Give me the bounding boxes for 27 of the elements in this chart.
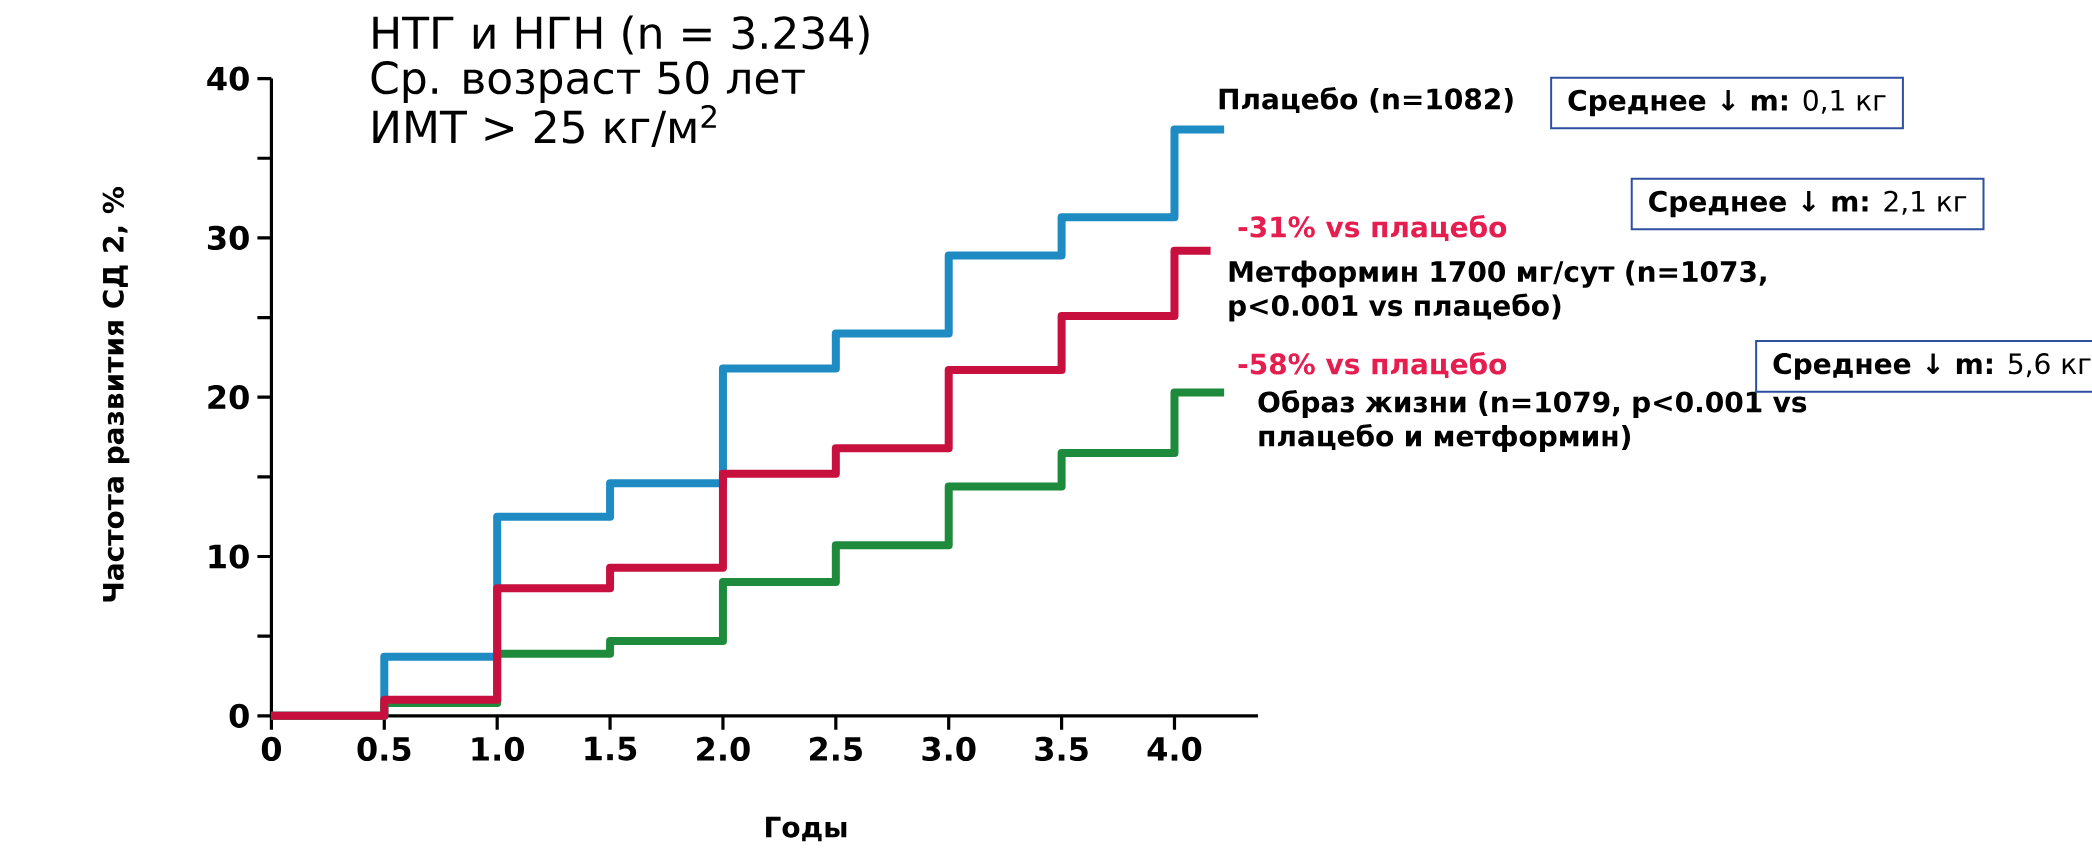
x-tick-label: 0.5 bbox=[357, 736, 411, 762]
series-label: Метформин 1700 мг/сут (n=1073, p<0.001 vs плацебо) bbox=[1229, 260, 1766, 322]
y-tick-label: 30 bbox=[207, 225, 249, 250]
annotation: -31% vs плацебо bbox=[1238, 214, 1507, 242]
y-tick-label: 0 bbox=[229, 703, 249, 728]
text: Среднее ↓ m: 2,1 кг bbox=[1649, 190, 1967, 218]
y-axis-title: Частота развития СД 2, % bbox=[102, 186, 130, 602]
y-tick-label: 20 bbox=[208, 385, 249, 410]
text: Среднее ↓ m: 5,6 кг bbox=[1773, 353, 2091, 380]
annotation: -58% vs плацебо bbox=[1238, 351, 1507, 379]
x-tick-label: 1.5 bbox=[585, 736, 637, 761]
text: Среднее ↓ m: 0,1 кг bbox=[1568, 89, 1886, 117]
y-tick-label: 10 bbox=[209, 544, 249, 569]
series-label: Образ жизни (n=1079, p<0.001 vs плацебо и метформин) bbox=[1258, 389, 1807, 453]
chart-title: НТГ и НГН (n = 3.234) bbox=[373, 15, 869, 55]
y-tick-label: 40 bbox=[207, 66, 249, 91]
x-tick-label: 1.0 bbox=[472, 736, 524, 762]
annotation: Ср. возраст 50 лет bbox=[371, 61, 805, 103]
x-tick-label: 3.0 bbox=[922, 736, 976, 762]
x-tick-label: 3.5 bbox=[1035, 736, 1088, 762]
x-axis-title: Годы bbox=[766, 816, 847, 842]
x-tick-label: 0 bbox=[261, 736, 282, 762]
x-tick-label: 4.0 bbox=[1147, 736, 1202, 762]
x-tick-label: 2.5 bbox=[810, 736, 862, 762]
series-label: Плацебо (n=1082) bbox=[1219, 86, 1513, 114]
annotation: ИМТ > 25 кг/м$^{2}$ bbox=[373, 104, 716, 147]
x-tick-label: 2.0 bbox=[697, 736, 750, 762]
